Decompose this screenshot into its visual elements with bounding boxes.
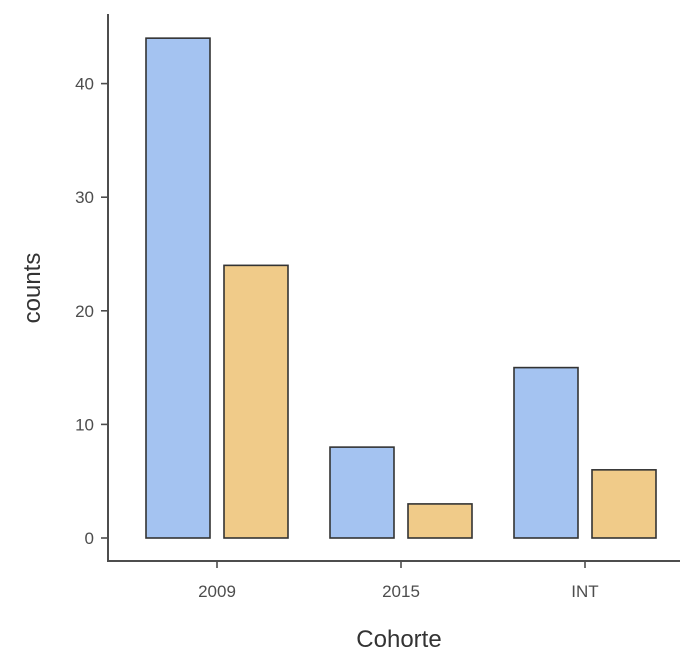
bar-2015-series-1 (329, 446, 395, 539)
bar-2015-series-2 (407, 503, 473, 539)
y-tick-label: 40 (75, 75, 94, 94)
x-tick-label: 2009 (198, 582, 236, 601)
y-axis-ticks: 0 10 20 30 40 (75, 75, 108, 548)
y-tick-label: 30 (75, 188, 94, 207)
bar-int-series-1 (513, 366, 579, 539)
bar-2009-series-1 (145, 37, 211, 539)
x-tick-label: 2015 (382, 582, 420, 601)
bar-int-series-2 (591, 469, 657, 539)
y-axis-title: counts (19, 253, 46, 324)
x-axis-title: Cohorte (356, 626, 441, 653)
x-tick-label: INT (571, 582, 598, 601)
y-tick-label: 0 (85, 529, 94, 548)
y-tick-label: 20 (75, 302, 94, 321)
y-tick-label: 10 (75, 415, 94, 434)
x-axis-ticks: 2009 2015 INT (198, 561, 599, 601)
bar-2009-series-2 (223, 264, 289, 539)
bars-layer (145, 37, 657, 539)
